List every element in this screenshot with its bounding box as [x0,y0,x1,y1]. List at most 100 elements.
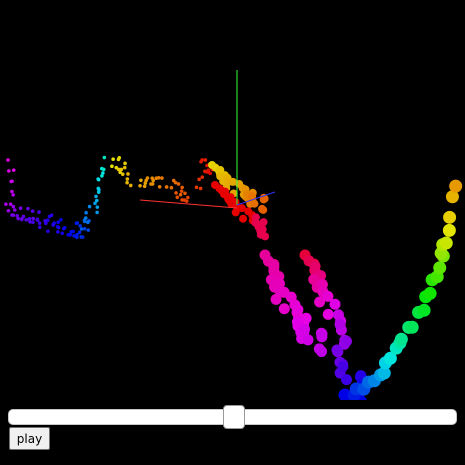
particle-far [157,184,162,189]
particle-far [72,234,76,238]
particle-far [16,216,20,221]
particle-mid [228,177,237,186]
particle-far [95,198,99,203]
particle-far [95,210,99,215]
particle-far [110,164,114,169]
particle-mid [259,205,268,214]
particle-far [84,210,88,215]
particle-far [59,217,63,222]
particle-far [78,224,82,228]
particle-far [44,221,48,226]
particle-far [180,185,184,190]
particle-far [83,216,88,220]
particle-far [37,210,41,214]
particle-far [183,191,187,196]
particle-near [316,331,328,343]
particle-near [331,344,343,356]
particle-far [13,208,17,212]
particle-far [197,177,201,182]
particle-far [120,172,125,176]
particle-far [60,231,65,236]
particle-far [142,184,147,189]
particle-mid [250,199,259,208]
particle-far [179,189,184,193]
particle-far [150,176,155,180]
particle-near [292,304,304,316]
particle-near [322,308,334,320]
particle-mid [248,192,257,201]
particle-far [6,158,10,162]
particle-far [139,178,143,183]
particle-near [337,361,349,373]
particle-far [80,235,85,239]
particle-far [38,225,42,230]
particle-near [334,319,346,331]
particle-far [86,228,91,232]
particle-far [26,206,30,211]
particle-near [340,335,352,347]
particle-far [111,157,115,161]
particle-near [341,374,353,386]
particle-near [314,296,326,308]
particle-far [116,157,121,162]
particle-mid [237,204,246,213]
timeline-slider-thumb[interactable] [223,405,245,429]
particle-far [200,175,205,179]
particle-far [194,185,199,190]
particle-far [93,201,97,206]
particle-far [11,193,15,197]
particle-near [449,179,463,193]
particle-far [6,208,11,213]
particle-far [102,155,107,160]
particle-far [118,170,122,175]
3d-scatter-viewport[interactable] [0,0,465,400]
particle-far [18,206,23,210]
particle-near [329,298,341,310]
particle-near [278,303,290,315]
particle-near [302,334,314,346]
particle-far [56,220,60,225]
particle-far [149,182,153,186]
particle-far [96,177,101,182]
particle-mid [251,213,260,222]
particle-near [270,293,282,305]
particle-far [95,205,100,209]
particle-near [377,366,391,380]
particle-far [61,226,66,231]
particle-far [208,171,213,176]
particle-far [47,214,52,219]
particle-far [175,195,180,200]
particle-near [439,236,453,250]
particle-far [27,217,32,221]
particle-far [125,180,129,185]
particle-far [86,220,90,225]
particle-mid [259,195,268,204]
particle-far [56,230,60,234]
z-axis-line [236,191,276,206]
scene-canvas[interactable] [0,0,465,400]
particle-far [79,227,84,231]
play-button[interactable]: play [9,427,50,450]
particle-near [268,261,280,273]
particle-far [101,171,105,175]
particle-far [178,192,183,197]
particle-near [298,323,310,335]
particle-far [19,217,24,222]
particle-far [11,168,16,172]
particle-far [198,186,203,191]
particle-near [433,261,447,275]
particle-far [96,190,101,194]
particle-far [160,176,164,180]
particle-far [123,161,127,166]
particle-far [125,177,130,181]
particle-far [94,194,98,199]
particle-far [51,223,55,227]
particle-far [37,221,42,225]
particle-far [82,219,87,224]
particle-near [423,286,437,300]
particle-far [24,218,29,222]
particle-far [164,185,169,189]
particle-mid [239,214,248,223]
particle-far [11,204,16,209]
particle-far [174,191,178,195]
